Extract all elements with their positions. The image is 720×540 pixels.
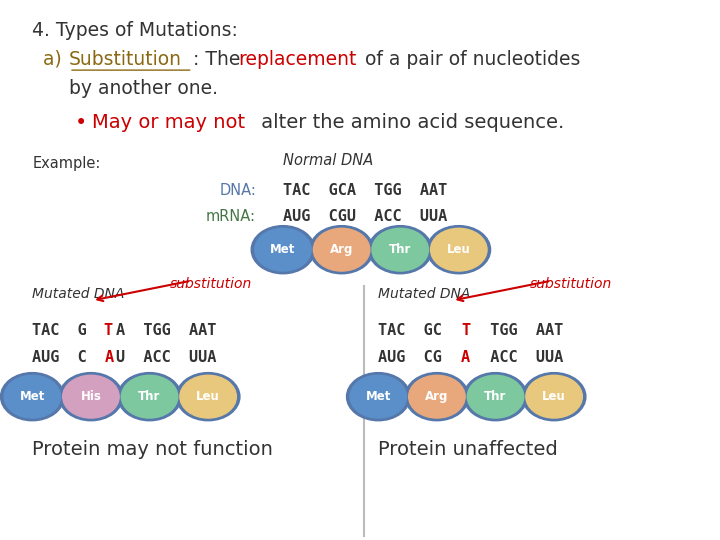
Text: AUG  CGU  ACC  UUA: AUG CGU ACC UUA xyxy=(283,208,447,224)
Text: replacement: replacement xyxy=(238,50,357,69)
Text: Leu: Leu xyxy=(447,243,471,256)
Text: Arg: Arg xyxy=(426,390,449,403)
Text: Normal DNA: Normal DNA xyxy=(283,153,373,168)
Circle shape xyxy=(313,228,370,271)
Circle shape xyxy=(409,375,465,418)
Text: AUG  C: AUG C xyxy=(32,350,87,365)
Text: Met: Met xyxy=(19,390,45,403)
Circle shape xyxy=(180,375,236,418)
Text: ACC  UUA: ACC UUA xyxy=(472,350,563,365)
Circle shape xyxy=(372,228,428,271)
Circle shape xyxy=(1,373,64,421)
Text: Arg: Arg xyxy=(330,243,354,256)
Text: Thr: Thr xyxy=(389,243,411,256)
Text: Mutated DNA: Mutated DNA xyxy=(378,287,471,301)
Text: by another one.: by another one. xyxy=(69,79,218,98)
Text: Met: Met xyxy=(366,390,391,403)
Circle shape xyxy=(522,373,586,421)
Circle shape xyxy=(121,375,178,418)
Circle shape xyxy=(251,226,315,274)
Text: mRNA:: mRNA: xyxy=(205,208,256,224)
Circle shape xyxy=(63,375,120,418)
Text: T: T xyxy=(104,323,113,339)
Text: alter the amino acid sequence.: alter the amino acid sequence. xyxy=(255,113,564,132)
Text: Mutated DNA: Mutated DNA xyxy=(32,287,125,301)
Text: A: A xyxy=(461,350,470,365)
Circle shape xyxy=(405,373,469,421)
Text: a): a) xyxy=(43,50,68,69)
Text: 4. Types of Mutations:: 4. Types of Mutations: xyxy=(32,22,238,40)
Text: substitution: substitution xyxy=(530,278,613,292)
Text: •: • xyxy=(75,113,87,133)
Circle shape xyxy=(4,375,60,418)
Circle shape xyxy=(118,373,181,421)
Circle shape xyxy=(526,375,582,418)
Text: A  TGG  AAT: A TGG AAT xyxy=(117,323,217,339)
Text: May or may not: May or may not xyxy=(92,113,246,132)
Text: Substitution: Substitution xyxy=(69,50,182,69)
Text: T: T xyxy=(461,323,470,339)
Text: U  ACC  UUA: U ACC UUA xyxy=(117,350,217,365)
Text: TGG  AAT: TGG AAT xyxy=(472,323,563,339)
Circle shape xyxy=(427,226,490,274)
Text: Protein may not function: Protein may not function xyxy=(32,440,273,459)
Circle shape xyxy=(59,373,122,421)
Text: Thr: Thr xyxy=(485,390,507,403)
Circle shape xyxy=(431,228,487,271)
Text: A: A xyxy=(105,350,114,365)
Circle shape xyxy=(255,228,311,271)
Text: Leu: Leu xyxy=(197,390,220,403)
Text: Met: Met xyxy=(270,243,296,256)
Text: Leu: Leu xyxy=(542,390,566,403)
Circle shape xyxy=(350,375,407,418)
Text: Example:: Example: xyxy=(32,156,101,171)
Circle shape xyxy=(346,373,410,421)
Text: His: His xyxy=(81,390,102,403)
Text: TAC  GCA  TGG  AAT: TAC GCA TGG AAT xyxy=(283,183,447,198)
Text: TAC  G: TAC G xyxy=(32,323,87,339)
Text: AUG  CG: AUG CG xyxy=(378,350,442,365)
Text: : The: : The xyxy=(193,50,246,69)
Text: Thr: Thr xyxy=(138,390,161,403)
Text: of a pair of nucleotides: of a pair of nucleotides xyxy=(359,50,580,69)
Text: Protein unaffected: Protein unaffected xyxy=(378,440,558,459)
Circle shape xyxy=(176,373,240,421)
Circle shape xyxy=(467,375,523,418)
Circle shape xyxy=(310,226,374,274)
Text: DNA:: DNA: xyxy=(220,183,256,198)
Circle shape xyxy=(369,226,432,274)
Text: TAC  GC: TAC GC xyxy=(378,323,442,339)
Circle shape xyxy=(464,373,527,421)
Text: substitution: substitution xyxy=(170,278,252,292)
